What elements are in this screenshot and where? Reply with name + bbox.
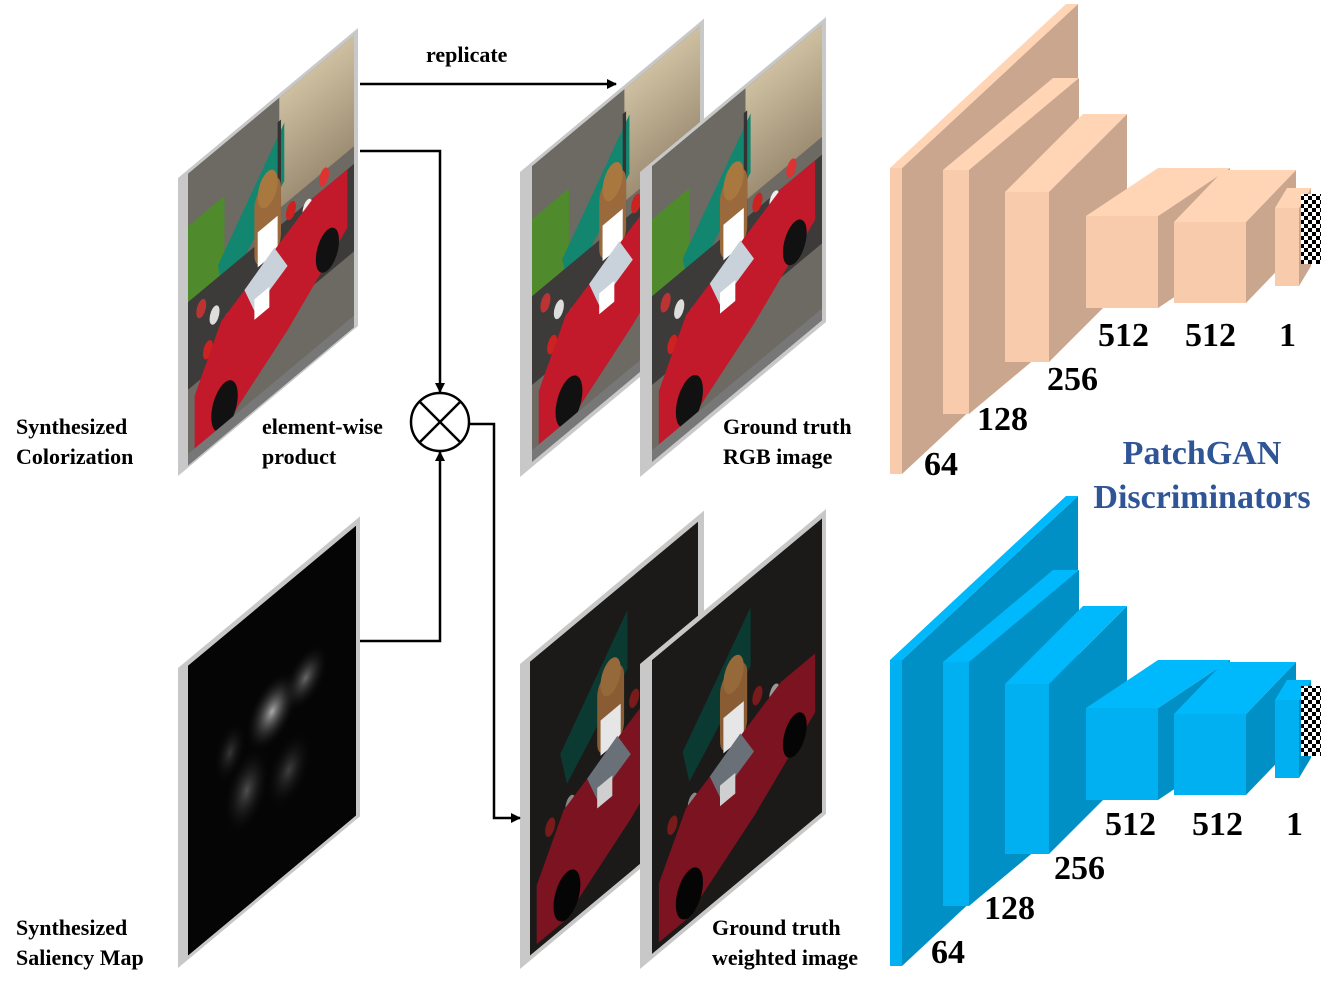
colorization-to-product-arrow [360,149,445,393]
ground-truth-rgb-plane [640,17,826,477]
element-wise-product-icon [409,391,471,453]
bottom-channel-512a: 512 [1105,806,1156,843]
bottom-disc-block-front [1005,684,1049,854]
replicated-rgb-plane [520,18,704,477]
bottom-disc-block-top [890,496,1078,660]
top-disc-block-front [943,170,969,414]
top-channel-128: 128 [977,401,1028,438]
bottom-disc-block-front [943,662,969,906]
bottom-disc-block-top [1005,606,1127,684]
top-disc-block-top [943,78,1079,170]
connector-lines [360,79,617,823]
product-label-line2: product [262,444,337,469]
top-disc-block-top [1005,114,1127,192]
gt-rgb-label-line2: RGB image [723,444,833,469]
bottom-disc-block-5 [1275,680,1321,778]
product-label-line1: element-wise [262,414,383,439]
ground-truth-weighted-plane [640,509,826,969]
top-channel-64: 64 [924,446,958,483]
bottom-channel-512b: 512 [1192,806,1243,843]
synthesized-saliency-plane [178,516,360,968]
top-disc-block-front [1275,208,1299,286]
bottom-disc-block-front [1174,714,1246,795]
top-disc-block-front [890,168,902,474]
top-disc-patch-output-grid [1301,194,1321,264]
discriminator-top [890,4,1321,474]
top-channel-256: 256 [1047,361,1098,398]
weighted-product-plane [520,510,704,969]
bottom-channel-64: 64 [931,934,965,971]
bottom-disc-block-top [1174,662,1296,714]
bottom-disc-block-top [1086,660,1230,708]
bottom-disc-block-front [1086,708,1158,800]
patchgan-title-line2: Discriminators [1093,479,1311,516]
top-disc-block-top [890,4,1078,168]
bottom-disc-patch-output-grid [1301,686,1321,756]
bottom-disc-block-4 [1174,662,1296,795]
top-channel-512b: 512 [1185,317,1236,354]
top-disc-block-top [1174,170,1296,222]
top-disc-block-front [1005,192,1049,362]
top-disc-block-front [1086,216,1158,308]
top-channel-1: 1 [1279,317,1296,354]
top-disc-block-top [1086,168,1230,216]
top-disc-block-front [1174,222,1246,303]
bottom-channel-1: 1 [1286,806,1303,843]
synth-colorization-label-line2: Colorization [16,444,134,469]
replicate-label: replicate [426,42,508,67]
synth-colorization-label-line1: Synthesized [16,414,128,439]
bottom-disc-block-front [890,660,902,966]
top-disc-block-5 [1275,188,1321,286]
synth-saliency-label-line1: Synthesized [16,915,128,940]
gt-rgb-label-line1: Ground truth [723,414,852,439]
bottom-disc-block-front [1275,700,1299,778]
bottom-channel-256: 256 [1054,850,1105,887]
discriminator-bottom [890,496,1321,966]
product-to-weighted-arrow [470,422,521,823]
synth-saliency-label-line2: Saliency Map [16,945,144,970]
saliency-to-product-arrow [360,451,445,643]
top-channel-512a: 512 [1098,317,1149,354]
bottom-channel-128: 128 [984,890,1035,927]
bottom-disc-block-top [943,570,1079,662]
gt-weighted-label-line1: Ground truth [712,915,841,940]
patchgan-title-line1: PatchGAN [1122,435,1282,472]
synthesized-colorization-plane [178,28,358,476]
gt-weighted-label-line2: weighted image [712,945,859,970]
